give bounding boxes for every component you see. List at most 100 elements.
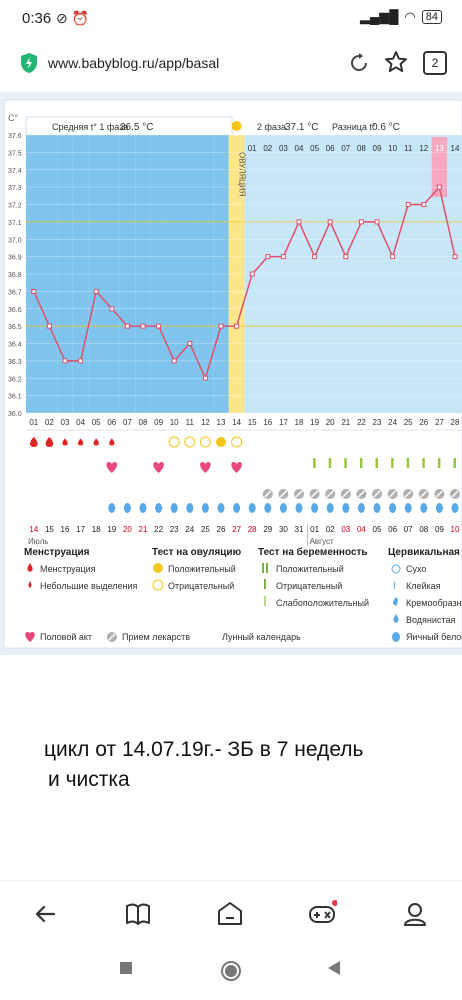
temperature-point[interactable] (436, 184, 442, 190)
temperature-point[interactable] (312, 254, 318, 260)
temperature-point[interactable] (343, 254, 349, 260)
temperature-point[interactable] (109, 306, 115, 312)
x-tick-label: 25 (404, 418, 413, 427)
cervical-fluid-icon (139, 503, 147, 513)
y-tick-label: 36.7 (8, 289, 22, 296)
cervical-fluid-icon (326, 503, 334, 513)
phase2-day-label: 04 (295, 144, 304, 153)
legend-pregnancy-negative: Отрицательный (276, 581, 342, 591)
date-label: 22 (154, 525, 163, 534)
phase2-day-label: 06 (326, 144, 335, 153)
pill-stripe (373, 490, 381, 498)
cervical-fluid-icon (248, 503, 256, 513)
temperature-point[interactable] (296, 219, 302, 225)
temperature-point[interactable] (405, 202, 411, 207)
games-controller-icon[interactable] (307, 899, 337, 929)
chart-svg: C° Средняя t° 1 фаза 36.5 °C 2 фаза 37.1… (0, 92, 462, 655)
temperature-point[interactable] (452, 254, 458, 260)
cervical-creamy-icon (393, 597, 398, 606)
temperature-point[interactable] (265, 254, 271, 260)
date-label: 04 (357, 525, 366, 534)
caption-line-1: цикл от 14.07.19г.- ЗБ в 7 недель (44, 738, 364, 761)
cervical-fluid-icon (420, 503, 428, 513)
temperature-point[interactable] (156, 323, 162, 329)
temperature-point[interactable] (234, 323, 240, 329)
legend-pregnancy-weak: Слабоположительный (276, 598, 369, 608)
temperature-point[interactable] (327, 219, 333, 225)
menstruation-drop-icon (77, 438, 84, 446)
phase2-day-label: 02 (263, 144, 272, 153)
cervical-fluid-icon (357, 503, 365, 513)
pill-stripe (451, 490, 459, 498)
pill-stripe (435, 490, 443, 498)
date-label: 19 (107, 525, 116, 534)
x-tick-label: 13 (217, 418, 226, 427)
temperature-point[interactable] (187, 341, 193, 346)
legend-cervical-sticky: Клейкая (406, 581, 441, 591)
pregnancy-negative-icon (264, 579, 266, 589)
date-label: 05 (373, 525, 382, 534)
menstruation-drop-icon (27, 563, 33, 572)
legend-ovulation-negative: Отрицательный (168, 581, 234, 591)
legend-pregnancy-positive: Положительный (276, 564, 344, 574)
battery-icon: 84 (421, 10, 442, 24)
back-triangle-icon[interactable] (326, 960, 342, 976)
menstruation-drop-icon (62, 438, 68, 446)
y-tick-label: 37.3 (8, 185, 22, 192)
temperature-point[interactable] (280, 254, 286, 260)
temperature-point[interactable] (421, 202, 427, 207)
unit-label: C° (8, 113, 18, 123)
date-label: 14 (29, 525, 38, 534)
temperature-point[interactable] (140, 323, 146, 329)
x-tick-label: 15 (248, 418, 257, 427)
legend-cervical-watery: Водянистая (406, 615, 455, 625)
home-icon[interactable] (215, 899, 245, 929)
phase2-day-label: 03 (279, 144, 288, 153)
tab-switcher-button[interactable]: 2 (423, 51, 447, 75)
temperature-point[interactable] (93, 288, 99, 294)
pill-stripe (311, 490, 319, 498)
phase2-day-label: 01 (248, 144, 257, 153)
ovulation-negative-icon (231, 436, 243, 448)
x-tick-label: 06 (107, 418, 116, 427)
temperature-point[interactable] (202, 375, 208, 381)
legend-intercourse: Половой акт (40, 632, 92, 642)
temperature-point[interactable] (358, 219, 364, 225)
legend-menstruation-title: Менструация (24, 547, 90, 558)
x-tick-label: 26 (419, 418, 428, 427)
bookmarks-book-icon[interactable] (123, 899, 153, 929)
back-arrow-icon[interactable] (30, 899, 60, 929)
profile-icon[interactable] (400, 899, 430, 929)
temperature-point[interactable] (390, 254, 396, 260)
cervical-fluid-icon (404, 503, 412, 513)
temperature-point[interactable] (62, 358, 68, 364)
bookmark-star-icon[interactable] (384, 50, 408, 74)
temperature-point[interactable] (374, 219, 380, 225)
cervical-sticky-icon: I (393, 581, 396, 592)
temperature-point[interactable] (171, 358, 177, 364)
temperature-point[interactable] (249, 271, 255, 277)
y-tick-label: 37.2 (8, 203, 22, 210)
caption-line-2: и чистка (48, 768, 130, 791)
phase2-day-label: 08 (357, 144, 366, 153)
temperature-point[interactable] (46, 323, 52, 329)
pregnancy-test-icon (359, 458, 363, 468)
temperature-point[interactable] (218, 323, 224, 329)
home-circle-icon[interactable] (220, 960, 242, 982)
system-status-icons: ▂▄▆█ ◠ 84 (360, 9, 442, 25)
pill-stripe (326, 490, 334, 498)
url-text[interactable]: www.babyblog.ru/app/basal (48, 55, 220, 71)
reload-icon[interactable] (348, 52, 370, 74)
temperature-point[interactable] (124, 323, 130, 329)
x-tick-label: 09 (154, 418, 163, 427)
temperature-point[interactable] (31, 288, 37, 294)
date-label: 15 (45, 525, 54, 534)
cervical-watery-icon (393, 614, 399, 623)
pregnancy-test-icon (406, 458, 410, 468)
x-tick-label: 21 (341, 418, 350, 427)
recents-square-icon[interactable] (118, 960, 134, 976)
legend-menstruation: Менструация (40, 564, 96, 574)
x-tick-label: 11 (186, 418, 195, 427)
temperature-point[interactable] (78, 358, 84, 364)
date-label: 31 (295, 525, 304, 534)
